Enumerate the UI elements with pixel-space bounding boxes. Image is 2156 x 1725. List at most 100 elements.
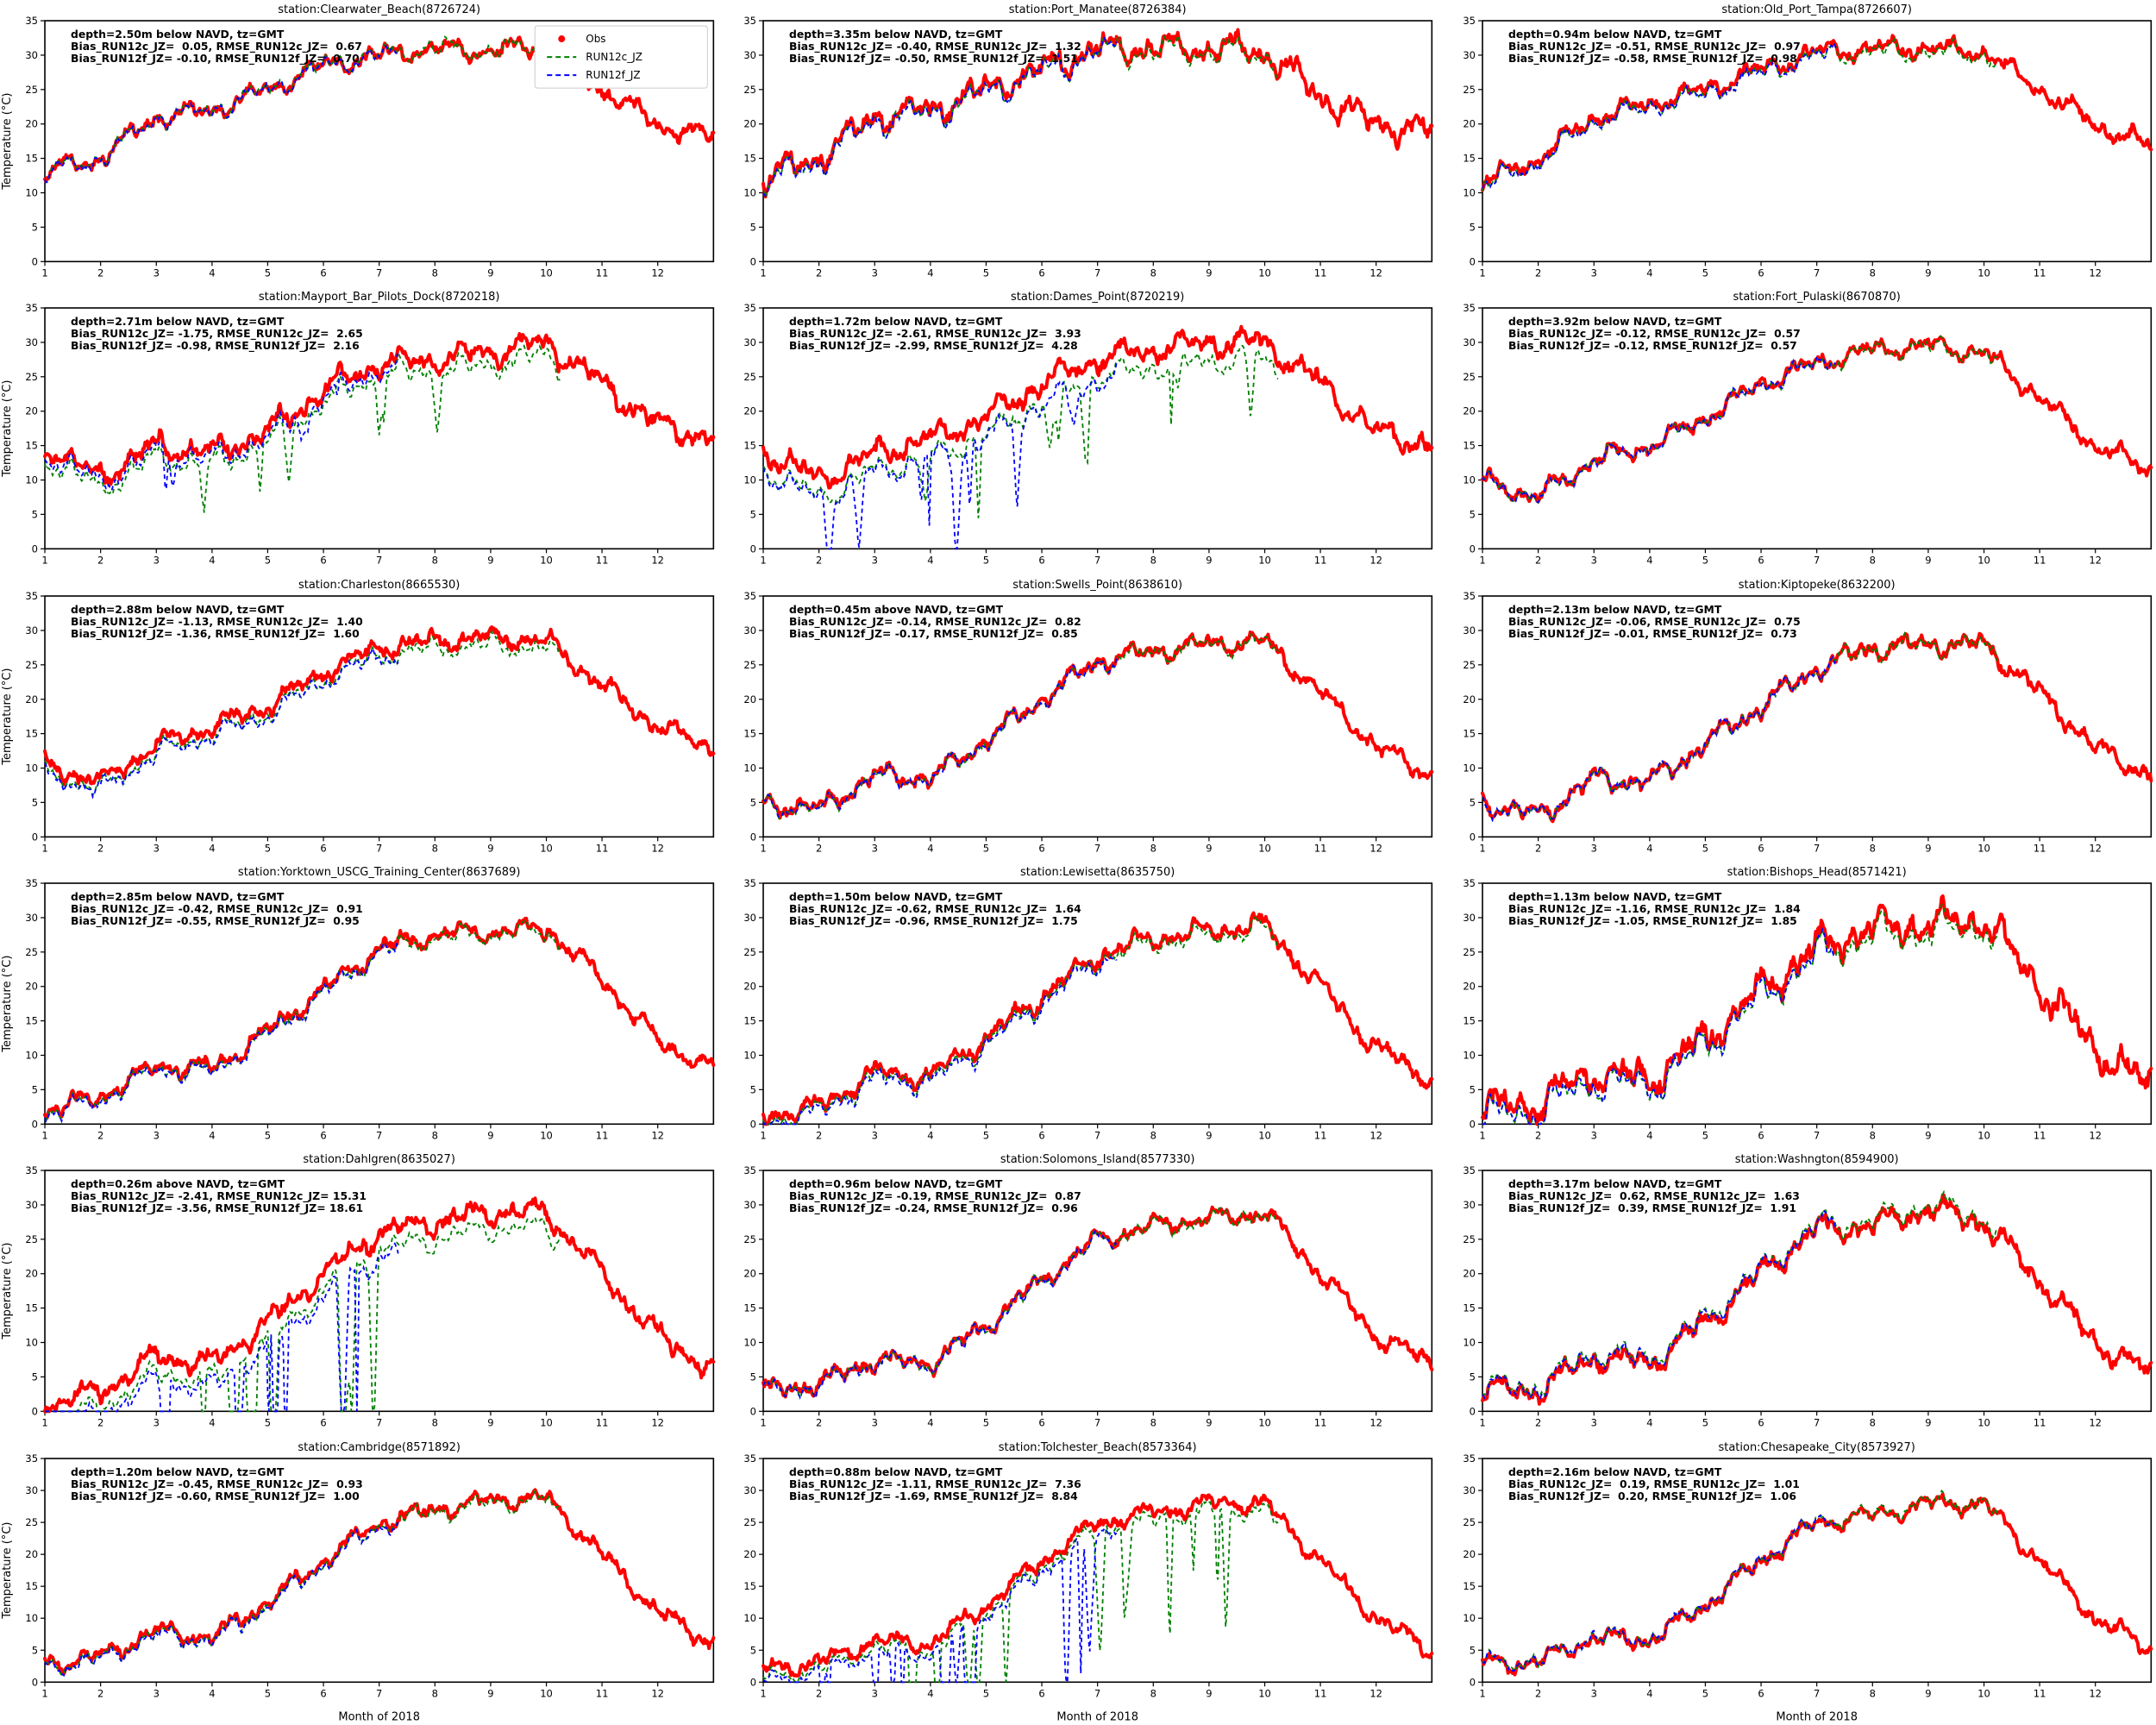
x-tick-label: 6 bbox=[1039, 842, 1045, 854]
x-tick-label: 6 bbox=[1039, 1687, 1045, 1699]
y-tick-label: 15 bbox=[744, 727, 757, 739]
y-tick-label: 20 bbox=[25, 118, 38, 130]
x-axis-label: Month of 2018 bbox=[1776, 1710, 1858, 1723]
x-tick-label: 2 bbox=[816, 555, 822, 567]
x-tick-label: 6 bbox=[320, 842, 326, 854]
x-tick-label: 11 bbox=[596, 842, 609, 854]
subplot-title: station:Dames_Point(8720219) bbox=[1011, 291, 1184, 304]
x-tick-label: 4 bbox=[1646, 842, 1652, 854]
subplot-title: station:Kiptopeke(8632200) bbox=[1738, 579, 1895, 592]
bias-rmse-run12f-annotation: Bias_RUN12f_JZ= -0.60, RMSE_RUN12f_JZ= 1… bbox=[71, 1490, 360, 1503]
x-tick-label: 2 bbox=[97, 1687, 103, 1699]
subplot-Yorktown_USCG_Training_Center: 0 5 10 15 20 25 30 35 1 2 3 4 5 6 7 8 9 10 11 12 station:Yor… bbox=[0, 862, 718, 1150]
y-tick-label: 10 bbox=[744, 474, 757, 486]
x-tick-label: 3 bbox=[154, 1687, 160, 1699]
x-tick-label: 4 bbox=[928, 842, 934, 854]
x-tick-label: 3 bbox=[154, 1129, 160, 1141]
y-tick-label: 5 bbox=[1469, 1644, 1475, 1656]
x-tick-label: 6 bbox=[1039, 555, 1045, 567]
x-tick-label: 4 bbox=[1646, 267, 1652, 279]
y-tick-label: 15 bbox=[1463, 1302, 1476, 1314]
x-tick-label: 3 bbox=[872, 842, 878, 854]
x-tick-label: 10 bbox=[540, 555, 553, 567]
y-tick-label: 30 bbox=[25, 624, 38, 637]
x-tick-label: 4 bbox=[928, 1129, 934, 1141]
y-tick-label: 10 bbox=[1463, 187, 1476, 199]
y-tick-label: 25 bbox=[25, 371, 38, 383]
depth-annotation: depth=0.45m above NAVD, tz=GMT bbox=[789, 603, 1004, 616]
plot-frame bbox=[44, 1457, 715, 1683]
y-tick-label: 35 bbox=[25, 1452, 38, 1465]
bias-rmse-run12f-annotation: Bias_RUN12f_JZ= -1.05, RMSE_RUN12f_JZ= 1… bbox=[1508, 914, 1797, 928]
x-tick-label: 7 bbox=[1094, 1129, 1100, 1141]
x-tick-label: 4 bbox=[209, 1417, 215, 1429]
x-tick-label: 5 bbox=[983, 1417, 989, 1429]
y-tick-label: 15 bbox=[25, 1302, 38, 1314]
run12f-series bbox=[44, 940, 399, 1124]
x-tick-label: 4 bbox=[1646, 1417, 1652, 1429]
y-tick-label: 30 bbox=[25, 336, 38, 348]
subplot-title: station:Lewisetta(8635750) bbox=[1020, 866, 1175, 879]
x-tick-label: 9 bbox=[1206, 555, 1213, 567]
y-tick-label: 10 bbox=[744, 1612, 757, 1624]
y-tick-label: 0 bbox=[1469, 1676, 1475, 1688]
y-tick-label: 35 bbox=[744, 1452, 757, 1465]
x-tick-label: 8 bbox=[432, 842, 438, 854]
y-tick-label: 25 bbox=[744, 946, 757, 958]
x-tick-label: 10 bbox=[540, 1129, 553, 1141]
x-tick-label: 7 bbox=[1814, 1129, 1820, 1141]
legend-label: Obs bbox=[586, 33, 605, 45]
x-tick-label: 10 bbox=[1259, 1687, 1272, 1699]
x-tick-label: 3 bbox=[872, 267, 878, 279]
run12f-series bbox=[1482, 655, 1837, 822]
y-tick-label: 5 bbox=[750, 1083, 756, 1095]
x-tick-label: 9 bbox=[487, 555, 493, 567]
x-tick-label: 2 bbox=[1535, 1417, 1541, 1429]
x-tick-label: 4 bbox=[1646, 555, 1652, 567]
subplot-title: station:Port_Manatee(8726384) bbox=[1009, 3, 1187, 16]
subplot-Washngton: 0 5 10 15 20 25 30 35 1 2 3 4 5 6 7 8 9 10 11 12 station:Was… bbox=[1438, 1150, 2156, 1437]
x-tick-label: 9 bbox=[1925, 555, 1931, 567]
bias-rmse-run12f-annotation: Bias_RUN12f_JZ= -0.24, RMSE_RUN12f_JZ= 0… bbox=[789, 1201, 1078, 1215]
x-tick-label: 7 bbox=[1814, 842, 1820, 854]
y-tick-label: 20 bbox=[744, 118, 757, 130]
run12f-series bbox=[763, 1527, 1118, 1683]
y-tick-label: 5 bbox=[32, 796, 38, 808]
x-tick-label: 1 bbox=[761, 1417, 767, 1429]
x-tick-label: 12 bbox=[1370, 1417, 1383, 1429]
y-tick-label: 20 bbox=[25, 1268, 38, 1280]
x-tick-label: 5 bbox=[1702, 1687, 1708, 1699]
x-tick-label: 9 bbox=[1206, 1687, 1213, 1699]
bias-rmse-run12c-annotation: Bias_RUN12c_JZ= -1.16, RMSE_RUN12c_JZ= 1… bbox=[1508, 902, 1801, 916]
run12f-series bbox=[44, 645, 399, 800]
y-tick-label: 25 bbox=[1463, 658, 1476, 670]
y-tick-label: 35 bbox=[25, 302, 38, 314]
y-tick-label: 5 bbox=[750, 1371, 756, 1383]
x-tick-label: 3 bbox=[154, 1417, 160, 1429]
y-tick-label: 0 bbox=[1469, 543, 1475, 555]
x-tick-label: 4 bbox=[209, 1687, 215, 1699]
x-tick-label: 1 bbox=[41, 1417, 47, 1429]
x-tick-label: 1 bbox=[761, 1687, 767, 1699]
x-tick-label: 2 bbox=[97, 842, 103, 854]
subplot-Mayport_Bar_Pilots_Dock: 0 5 10 15 20 25 30 35 1 2 3 4 5 6 7 8 9 10 11 12 station:May… bbox=[0, 287, 718, 574]
y-tick-label: 25 bbox=[25, 84, 38, 96]
x-tick-label: 9 bbox=[1206, 1129, 1213, 1141]
subplot-Chesapeake_City: 0 5 10 15 20 25 30 35 1 2 3 4 5 6 7 8 9 10 11 12 station:Che… bbox=[1438, 1438, 2156, 1725]
plot-frame bbox=[44, 594, 715, 837]
y-tick-label: 25 bbox=[25, 1516, 38, 1528]
bias-rmse-run12c-annotation: Bias_RUN12c_JZ= -0.42, RMSE_RUN12c_JZ= 0… bbox=[71, 902, 363, 916]
x-tick-label: 9 bbox=[1925, 842, 1931, 854]
x-tick-label: 1 bbox=[761, 267, 767, 279]
run12f-series bbox=[1482, 926, 1836, 1126]
x-tick-label: 10 bbox=[1977, 1687, 1990, 1699]
bias-rmse-run12f-annotation: Bias_RUN12f_JZ= -0.58, RMSE_RUN12f_JZ= 0… bbox=[1508, 52, 1797, 66]
x-tick-label: 12 bbox=[651, 1687, 664, 1699]
x-tick-label: 5 bbox=[265, 267, 271, 279]
x-tick-label: 4 bbox=[209, 555, 215, 567]
bias-rmse-run12c-annotation: Bias_RUN12c_JZ= -1.11, RMSE_RUN12c_JZ= 7… bbox=[789, 1477, 1081, 1491]
x-tick-label: 6 bbox=[1039, 1417, 1045, 1429]
